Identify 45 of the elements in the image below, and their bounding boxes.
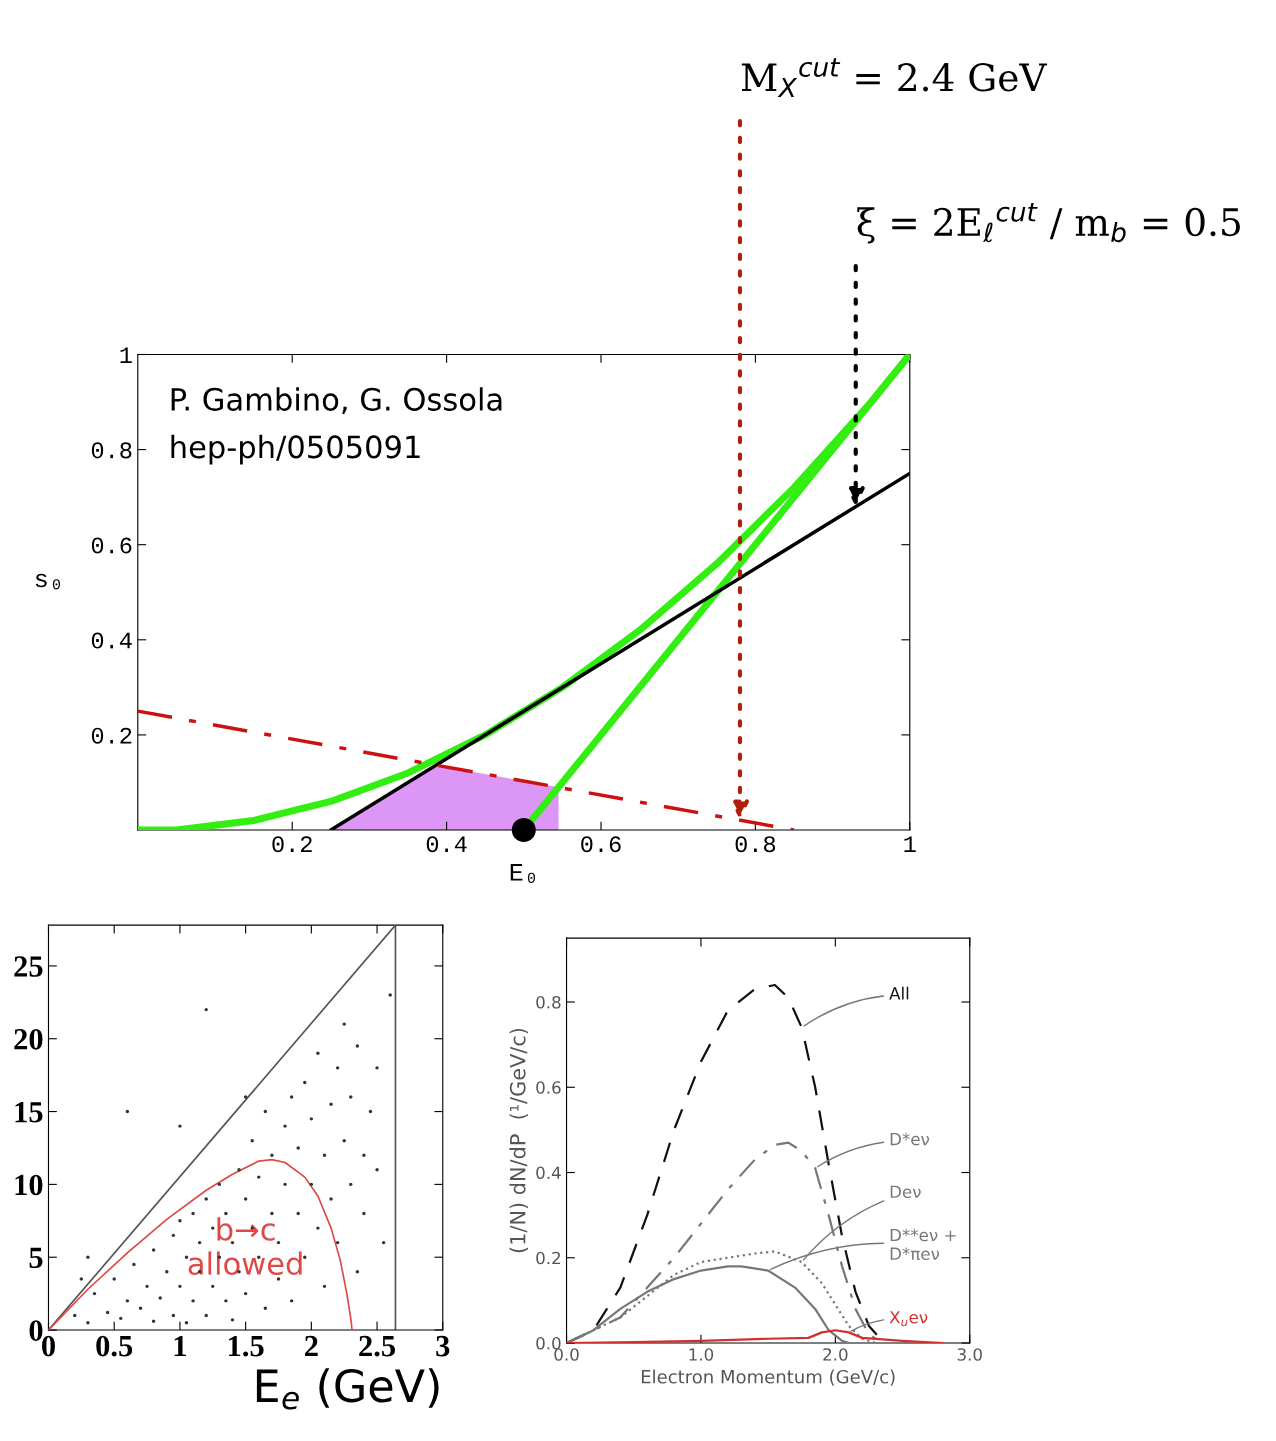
y-tick-label: 0.8 [536,995,561,1009]
text: Deν [890,1185,921,1199]
y-tick-label: 0.6 [91,537,132,554]
y-tick-label: 20 [14,1029,43,1050]
x-tick-label: 1.5 [228,1335,264,1357]
y-tick-label: 0.2 [536,1251,561,1265]
x-tick-label: 0.6 [581,836,621,853]
y-axis-title: s₀ [35,573,61,590]
y-tick-label: 1 [120,347,132,364]
x-tick-label: 1 [904,836,916,852]
x-tick-label: 1 [174,1335,186,1357]
y-tick-label: 15 [15,1101,43,1123]
y-tick-label: 5 [29,1247,43,1269]
text: All [889,986,909,1000]
x-tick-label: 0.2 [272,836,312,853]
x-tick-label: 3.0 [957,1348,982,1361]
y-tick-label: 0.4 [91,632,132,649]
y-tick-label: 0 [29,1320,43,1341]
x-tick-label: 2.0 [823,1348,848,1361]
x-tick-label: 0.5 [96,1335,133,1357]
annotation: M$_{X}$$^{cut}$ = 2.4 GeV [741,58,1048,98]
x-tick-label: 3 [436,1335,450,1357]
y-tick-label: 0.8 [91,442,132,459]
text: D*eν [890,1132,930,1146]
x-tick-label: 0.4 [426,836,467,853]
x-axis-title: Electron Momentum (GeV/c) [641,1369,895,1386]
y-tick-label: 0.2 [91,727,132,744]
x-tick-label: 2.5 [359,1335,396,1357]
annotation: hep-ph/0505091 [171,434,420,465]
x-tick-label: 2 [304,1335,318,1357]
x-axis-title: E$_{e}$ (GeV) [256,1368,439,1410]
annotation: ξ = 2E$_{ℓ}$$^{cut}$ / m$_{b}$ = 0.5 [857,202,1240,244]
series-label: X$_{u}$eν [889,1311,928,1327]
annotation: P. Gambino, G. Ossola [171,387,502,415]
x-axis-title: E₀ [510,864,536,883]
x-tick-label: 0.0 [554,1348,579,1361]
x-tick-label: 0.8 [735,836,776,853]
y-tick-label: 10 [15,1174,43,1196]
x-tick-label: 1.0 [689,1348,714,1361]
annotation: b→c allowed [188,1217,302,1276]
y-tick-label: 0.6 [536,1081,561,1094]
text: D**eν + D*πeν [890,1228,956,1261]
y-tick-label: 25 [14,956,43,977]
y-tick-label: 0.4 [536,1166,561,1180]
y-axis-title: (1/N) dN/dP (¹/GeV/c) [509,1028,529,1253]
